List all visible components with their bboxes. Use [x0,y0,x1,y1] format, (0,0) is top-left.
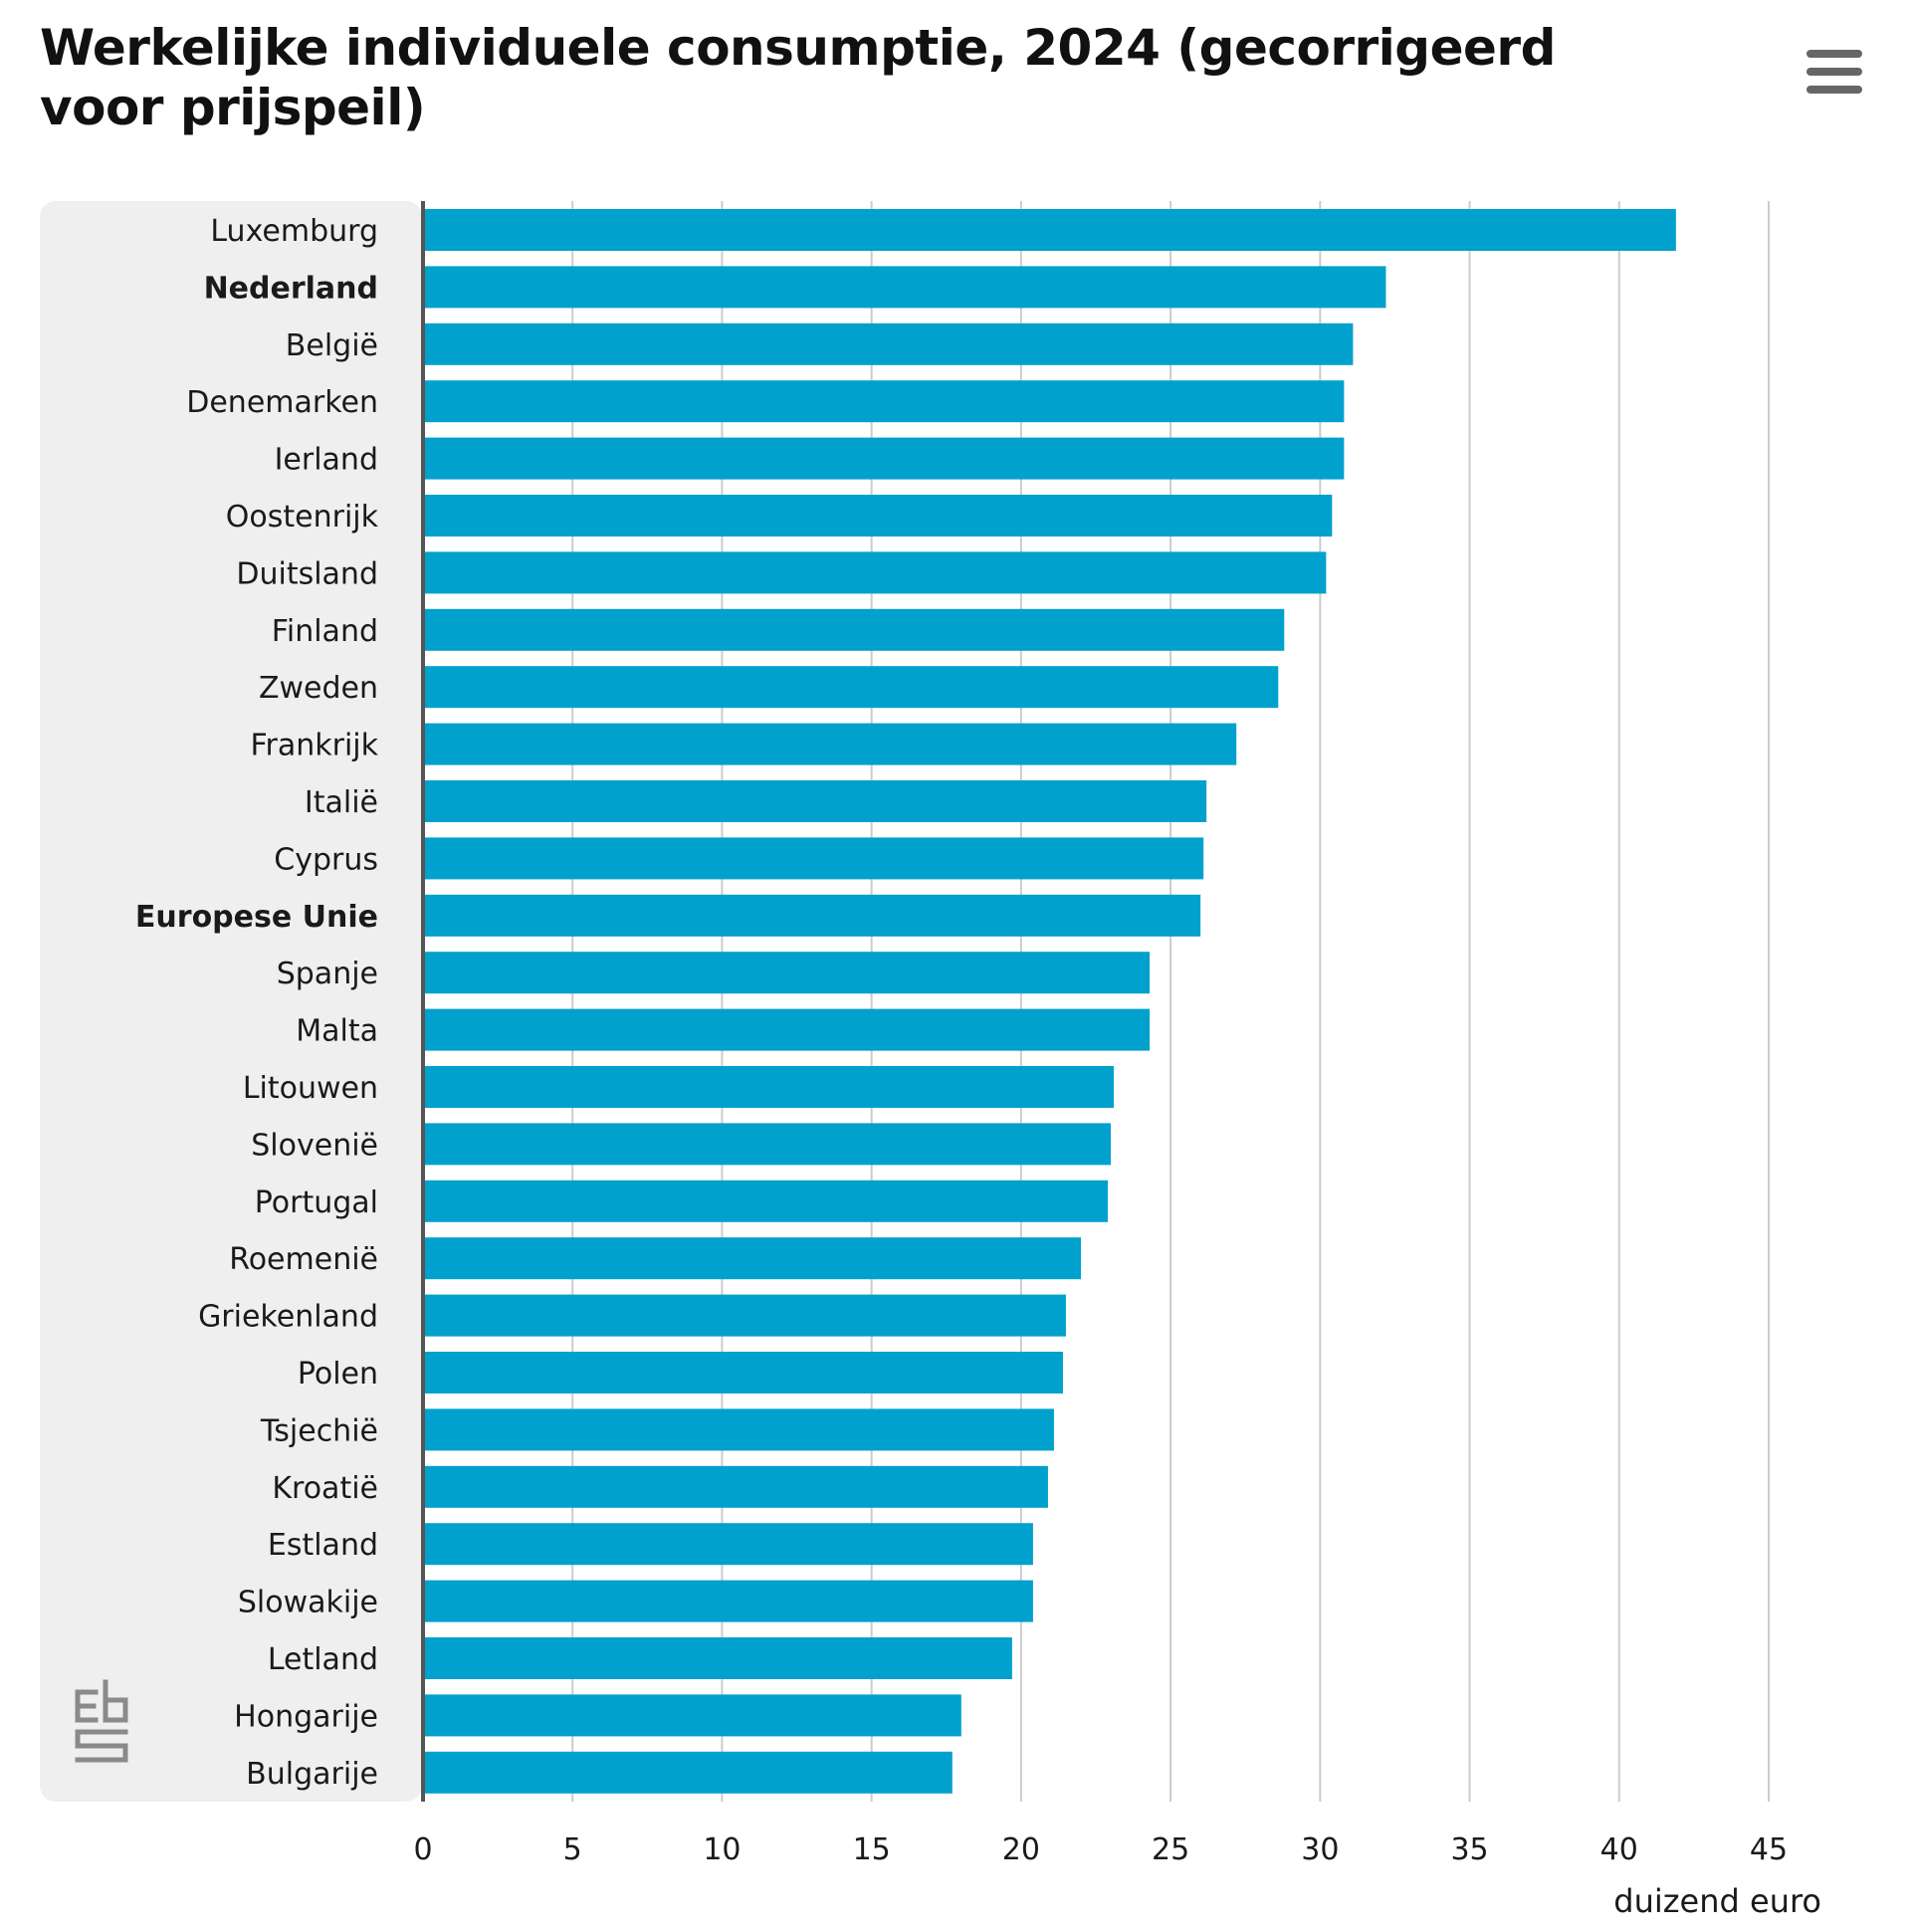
x-tick-label: 30 [1301,1832,1339,1867]
bar-cyprus[interactable] [425,837,1204,880]
bar-kroatië[interactable] [425,1465,1048,1508]
bar-roemenië[interactable] [425,1237,1081,1280]
category-label: Denemarken [186,385,378,420]
bar-slovenië[interactable] [425,1123,1112,1166]
category-label: Ierland [275,443,378,478]
category-label: Nederland [204,271,378,306]
x-tick-label: 10 [703,1832,741,1867]
category-label: Slovenië [251,1128,378,1163]
menu-line [1806,86,1862,94]
bar-griekenland[interactable] [425,1294,1066,1337]
category-label: Bulgarije [246,1757,378,1792]
category-label: Duitsland [236,556,378,591]
bar-portugal[interactable] [425,1180,1109,1222]
bar-finland[interactable] [425,608,1285,651]
bar-belgië[interactable] [425,322,1354,365]
hamburger-menu-icon[interactable] [1806,50,1862,94]
bar-spanje[interactable] [425,952,1151,994]
x-tick-labels: 0 5 10 15 20 25 30 35 40 45 [413,1832,1788,1867]
category-label: Frankrijk [250,729,378,763]
cbs-logo-icon [75,1679,128,1763]
category-label: Europese Unie [135,900,378,935]
bar-nederland[interactable] [425,266,1386,309]
bar-tsjechië[interactable] [425,1408,1054,1451]
bar-bulgarije[interactable] [425,1751,953,1794]
x-axis-title: duizend euro [1613,1882,1821,1920]
menu-line [1806,68,1862,76]
x-tick-label: 25 [1152,1832,1189,1867]
bar-litouwen[interactable] [425,1066,1115,1108]
category-label: Cyprus [274,842,378,877]
category-label: Polen [298,1357,378,1392]
bar-malta[interactable] [425,1008,1151,1051]
bar-estland[interactable] [425,1523,1033,1566]
category-label: België [286,328,378,363]
category-label: Griekenland [198,1300,378,1335]
category-label: Litouwen [243,1071,378,1106]
bars [425,209,1676,1794]
bar-frankrijk[interactable] [425,723,1237,765]
bar-slowakije[interactable] [425,1580,1033,1622]
category-label: Roemenië [229,1242,378,1277]
bar-ierland[interactable] [425,437,1345,480]
category-label: Slowakije [238,1586,378,1620]
category-label: Spanje [277,957,378,991]
category-label: Italië [305,785,378,820]
category-label: Oostenrijk [226,500,379,535]
category-labels: Luxemburg Nederland België Denemarken Ierlan… [135,214,379,1792]
bar-denemarken[interactable] [425,380,1345,423]
category-label: Letland [268,1642,378,1677]
category-label-panel [40,201,422,1802]
bar-italië[interactable] [425,780,1207,822]
chart-title: Werkelijke individuele consumptie, 2024 … [40,19,1556,136]
x-tick-label: 0 [413,1832,432,1867]
category-label: Zweden [259,671,378,706]
category-label: Malta [296,1014,378,1049]
bar-letland[interactable] [425,1637,1012,1679]
bar-hongarije[interactable] [425,1694,961,1737]
x-tick-label: 5 [563,1832,582,1867]
category-label: Tsjechië [260,1413,378,1448]
bar-polen[interactable] [425,1352,1063,1394]
bar-zweden[interactable] [425,666,1279,709]
menu-line [1806,50,1862,58]
category-label: Luxemburg [210,214,378,249]
bar-duitsland[interactable] [425,551,1327,594]
x-tick-label: 40 [1600,1832,1638,1867]
category-label: Portugal [255,1185,378,1220]
x-tick-label: 35 [1450,1832,1488,1867]
category-label: Kroatië [272,1471,378,1506]
category-label: Finland [272,614,378,649]
bar-europese-unie[interactable] [425,894,1201,937]
x-tick-label: 20 [1002,1832,1040,1867]
x-tick-label: 45 [1750,1832,1788,1867]
bar-luxemburg[interactable] [425,209,1676,251]
x-tick-label: 15 [853,1832,891,1867]
category-label: Estland [268,1528,378,1563]
category-label: Hongarije [234,1699,378,1734]
bar-oostenrijk[interactable] [425,495,1333,537]
